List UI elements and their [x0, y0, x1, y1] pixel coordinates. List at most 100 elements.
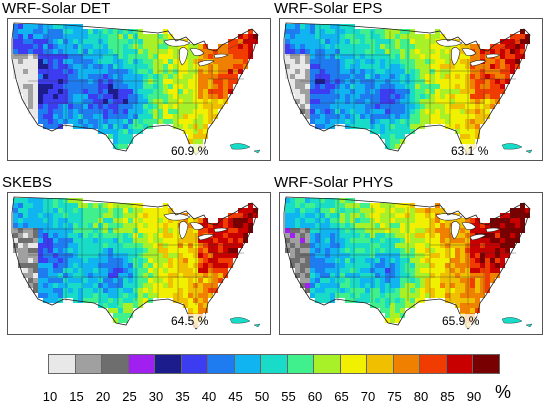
field-cell [33, 198, 38, 203]
field-cell [400, 54, 405, 59]
field-cell [163, 34, 168, 39]
field-cell [13, 233, 18, 238]
field-cell [138, 223, 143, 228]
field-cell [385, 79, 390, 84]
field-cell [33, 278, 38, 283]
field-cell [18, 49, 23, 54]
field-cell [510, 223, 515, 228]
field-cell [320, 263, 325, 268]
field-cell [310, 39, 315, 44]
field-cell [385, 213, 390, 218]
field-cell [83, 283, 88, 288]
field-cell [485, 99, 490, 104]
field-cell [128, 203, 133, 208]
field-cell [98, 288, 103, 293]
field-cell [108, 39, 113, 44]
field-cell [430, 64, 435, 69]
field-cell [43, 89, 48, 94]
field-cell [33, 89, 38, 94]
field-cell [435, 283, 440, 288]
field-cell [43, 263, 48, 268]
field-cell [500, 84, 505, 89]
field-cell [295, 223, 300, 228]
field-cell [285, 213, 290, 218]
field-cell [38, 84, 43, 89]
field-cell [78, 39, 83, 44]
field-cell [68, 24, 73, 29]
field-cell [390, 99, 395, 104]
field-cell [88, 84, 93, 89]
field-cell [148, 34, 153, 39]
field-cell [183, 258, 188, 263]
field-cell [295, 89, 300, 94]
field-cell [73, 253, 78, 258]
field-cell [43, 74, 48, 79]
field-cell [515, 59, 520, 64]
field-cell [78, 228, 83, 233]
field-cell [390, 119, 395, 124]
field-cell [360, 208, 365, 213]
field-cell [355, 29, 360, 34]
field-cell [43, 278, 48, 283]
field-cell [118, 213, 123, 218]
field-cell [305, 59, 310, 64]
field-cell [355, 109, 360, 114]
field-cell [305, 104, 310, 109]
field-cell [23, 233, 28, 238]
field-cell [410, 39, 415, 44]
field-cell [243, 54, 248, 59]
field-cell [188, 64, 193, 69]
field-cell [325, 124, 330, 129]
field-cell [93, 124, 98, 129]
field-cell [425, 258, 430, 263]
field-cell [345, 213, 350, 218]
field-cell [113, 288, 118, 293]
field-cell [63, 104, 68, 109]
field-cell [133, 29, 138, 34]
field-cell [320, 298, 325, 303]
field-cell [360, 34, 365, 39]
field-cell [193, 298, 198, 303]
field-cell [193, 278, 198, 283]
field-cell [340, 69, 345, 74]
field-cell [445, 298, 450, 303]
field-cell [410, 104, 415, 109]
field-cell [475, 293, 480, 298]
field-cell [465, 94, 470, 99]
field-cell [108, 74, 113, 79]
field-cell [460, 139, 465, 144]
field-cell [23, 74, 28, 79]
field-cell [395, 208, 400, 213]
field-cell [445, 54, 450, 59]
field-cell [158, 94, 163, 99]
field-cell [168, 223, 173, 228]
colorbar-cell [366, 354, 394, 374]
field-cell [153, 104, 158, 109]
field-cell [118, 34, 123, 39]
field-cell [88, 69, 93, 74]
field-cell [290, 248, 295, 253]
field-cell [315, 44, 320, 49]
field-cell [108, 308, 113, 313]
field-cell [63, 29, 68, 34]
field-cell [330, 24, 335, 29]
field-cell [133, 99, 138, 104]
field-cell [455, 124, 460, 129]
field-cell [48, 273, 53, 278]
field-cell [18, 44, 23, 49]
field-cell [350, 54, 355, 59]
field-cell [315, 283, 320, 288]
field-cell [390, 293, 395, 298]
field-cell [480, 64, 485, 69]
field-cell [178, 298, 183, 303]
field-cell [58, 74, 63, 79]
field-cell [53, 89, 58, 94]
field-cell [350, 124, 355, 129]
field-cell [163, 89, 168, 94]
field-cell [390, 84, 395, 89]
field-cell [48, 74, 53, 79]
field-cell [450, 89, 455, 94]
field-cell [143, 263, 148, 268]
field-cell [198, 228, 203, 233]
field-cell [430, 69, 435, 74]
